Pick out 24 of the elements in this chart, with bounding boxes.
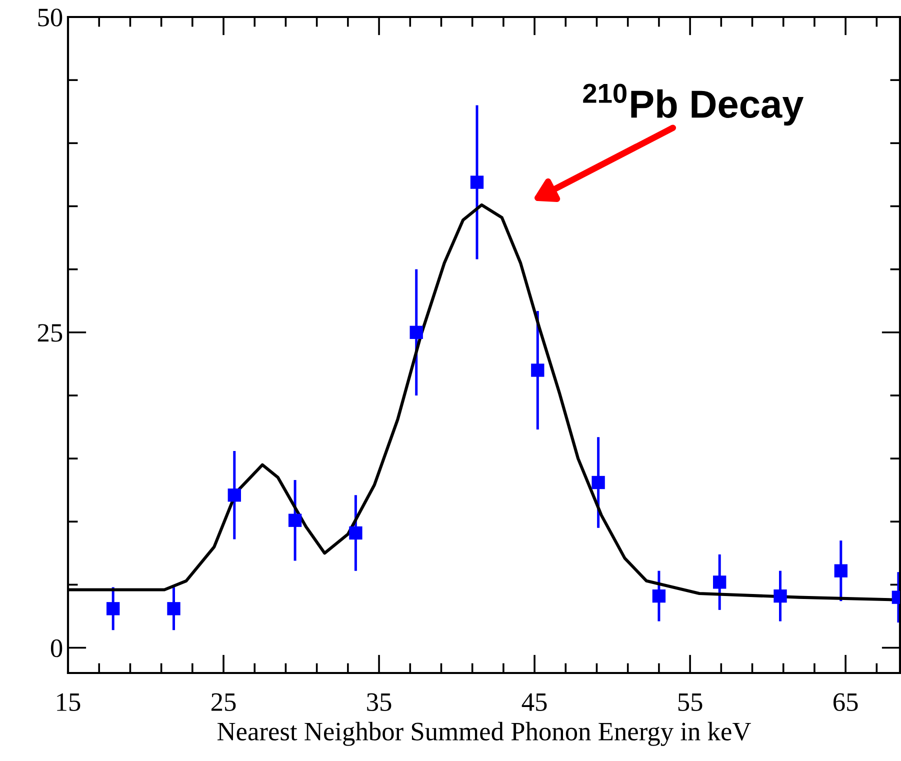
point [106,602,120,616]
y-tick-label: 50 [38,8,62,26]
point [410,326,423,339]
point [288,514,302,527]
point [531,364,544,377]
point [470,176,484,189]
y-tick-label: 0 [50,639,62,658]
point [349,526,362,540]
x-tick-label: 65 [834,693,858,712]
x-axis-title: Nearest Neighbor Summed Phonon Energy in keV [217,722,751,746]
point [774,589,787,603]
point [713,576,726,589]
x-tick-label: 55 [678,693,702,712]
x-tick-label: 25 [211,693,236,712]
x-tick-label: 45 [522,693,547,712]
point [228,488,241,502]
y-tick-label: 25 [38,324,62,342]
x-tick-label: 35 [367,693,392,712]
point [834,564,848,578]
point [167,602,180,616]
x-tick-label: 15 [57,693,80,712]
point [592,476,605,490]
annotation: $^{210}$Pb Decay [583,84,804,126]
point [652,589,666,603]
